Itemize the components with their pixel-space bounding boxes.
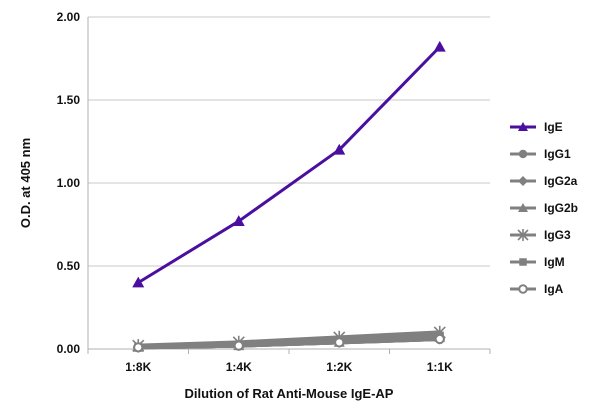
legend-item-ige: IgE bbox=[510, 120, 563, 134]
series-line-igg3 bbox=[138, 330, 440, 348]
legend-item-igg2b: IgG2b bbox=[510, 201, 578, 215]
data-point-ige bbox=[333, 143, 346, 155]
gridlines bbox=[88, 16, 490, 267]
legend-item-igm: IgM bbox=[510, 255, 565, 269]
x-tick-label: 1:2K bbox=[326, 360, 352, 374]
y-tick-labels: 0.00 0.50 1.00 1.50 2.00 bbox=[57, 10, 81, 356]
x-tick-label: 1:4K bbox=[226, 360, 252, 374]
x-axis-title: Dilution of Rat Anti-Mouse IgE-AP bbox=[185, 386, 394, 401]
legend-marker bbox=[518, 284, 528, 294]
data-point-ige bbox=[433, 40, 446, 52]
legend-marker bbox=[518, 203, 528, 212]
legend-item-igg1: IgG1 bbox=[510, 147, 571, 161]
legend-marker bbox=[518, 122, 528, 131]
data-point-iga bbox=[334, 337, 345, 348]
data-point-ige bbox=[132, 276, 145, 288]
legend: IgE IgG1 IgG2a IgG2b IgG3 IgM IgA bbox=[510, 120, 578, 296]
x-tick-labels: 1:8K 1:4K 1:2K 1:1K bbox=[87, 349, 491, 374]
legend-label: IgG1 bbox=[544, 147, 571, 161]
series-ige bbox=[132, 40, 446, 288]
legend-marker bbox=[517, 229, 529, 241]
legend-marker bbox=[518, 149, 528, 159]
x-tick-label: 1:1K bbox=[427, 360, 453, 374]
legend-label: IgE bbox=[544, 120, 563, 134]
legend-item-igg3: IgG3 bbox=[510, 228, 571, 242]
data-point-ige bbox=[232, 215, 245, 226]
y-tick-label: 2.00 bbox=[57, 10, 81, 24]
legend-label: IgG3 bbox=[544, 228, 571, 242]
legend-label: IgG2a bbox=[544, 174, 578, 188]
series-line-ige bbox=[137, 45, 441, 284]
legend-label: IgG2b bbox=[544, 201, 578, 215]
y-axis-title: O.D. at 405 nm bbox=[18, 138, 33, 228]
legend-label: IgM bbox=[544, 255, 565, 269]
legend-item-iga: IgA bbox=[510, 282, 564, 296]
legend-marker bbox=[518, 176, 528, 186]
y-tick-label: 0.50 bbox=[57, 259, 81, 273]
legend-item-igg2a: IgG2a bbox=[510, 174, 578, 188]
legend-marker bbox=[519, 258, 527, 266]
x-tick-label: 1:8K bbox=[125, 360, 151, 374]
series-line-iga bbox=[138, 337, 440, 350]
data-point-iga bbox=[434, 333, 445, 345]
y-tick-label: 0.00 bbox=[57, 342, 81, 356]
data-point-iga bbox=[133, 342, 144, 353]
y-tick-label: 1.50 bbox=[57, 93, 81, 107]
data-point-iga bbox=[233, 340, 244, 351]
y-tick-label: 1.00 bbox=[57, 176, 81, 190]
series-iga bbox=[133, 333, 445, 353]
series-group bbox=[132, 40, 446, 353]
legend-label: IgA bbox=[544, 282, 564, 296]
